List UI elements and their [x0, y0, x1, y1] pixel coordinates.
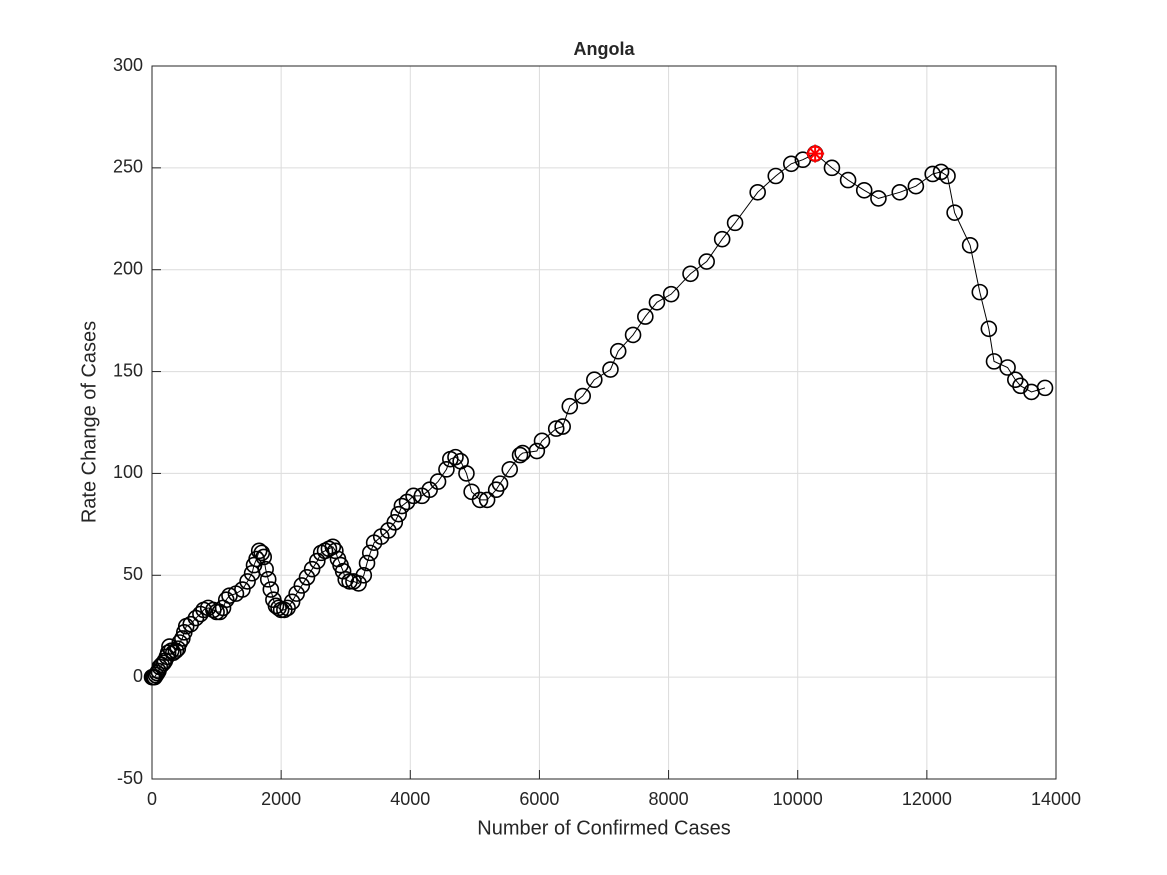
plot-area — [152, 66, 1056, 779]
data-point — [939, 167, 956, 185]
data-point — [554, 418, 571, 435]
data-point — [293, 577, 311, 594]
data-point — [624, 326, 642, 344]
data-point — [609, 342, 627, 360]
data-point — [358, 554, 376, 572]
data-point — [405, 487, 422, 505]
data-point — [438, 461, 455, 478]
data-point — [478, 491, 496, 509]
x-tick-label: 0 — [147, 789, 157, 809]
data-point — [471, 491, 489, 509]
data-point — [255, 548, 273, 566]
y-tick-label: 200 — [113, 258, 143, 278]
data-point — [511, 446, 529, 464]
data-point — [429, 473, 447, 490]
x-axis-label: Number of Confirmed Cases — [477, 817, 730, 839]
data-point — [574, 387, 591, 405]
data-point — [782, 155, 800, 173]
data-point — [946, 204, 963, 221]
data-point — [259, 571, 277, 588]
data-point — [447, 448, 464, 466]
data-point — [257, 560, 274, 578]
x-tick-label: 6000 — [519, 789, 559, 809]
data-point — [262, 581, 280, 598]
x-tick-label: 2000 — [261, 789, 301, 809]
data-point — [749, 184, 766, 201]
data-point — [1036, 379, 1054, 397]
data-point — [390, 505, 407, 523]
data-point — [501, 461, 519, 478]
y-axis-label: Rate Change of Cases — [78, 321, 100, 523]
data-point — [303, 560, 321, 578]
data-point — [171, 634, 189, 651]
data-point — [1007, 371, 1024, 389]
data-point — [217, 591, 235, 609]
data-point — [316, 542, 334, 560]
data-point — [985, 353, 1003, 370]
data-point — [159, 644, 177, 661]
data-point — [999, 359, 1016, 376]
data-point — [341, 573, 358, 590]
data-point — [298, 569, 316, 586]
data-point — [713, 230, 731, 248]
y-tick-label: -50 — [117, 768, 143, 788]
data-point — [205, 601, 222, 619]
x-tick-label: 8000 — [649, 789, 689, 809]
data-point — [361, 544, 379, 562]
data-point — [907, 177, 925, 195]
x-tick-label: 12000 — [902, 789, 952, 809]
data-point — [320, 540, 338, 558]
chart-title: Angola — [574, 39, 636, 59]
y-tick-label: 100 — [113, 462, 143, 482]
data-point — [648, 294, 666, 311]
data-point — [386, 514, 404, 531]
data-point — [398, 493, 416, 511]
data-point — [662, 285, 680, 303]
data-point — [891, 184, 909, 201]
data-point — [491, 475, 509, 492]
data-point — [561, 397, 579, 415]
data-point — [350, 575, 367, 592]
data-point — [602, 361, 619, 378]
data-point — [327, 542, 344, 560]
data-point — [393, 497, 411, 515]
data-point — [283, 593, 301, 611]
data-point — [355, 566, 373, 584]
data-point — [823, 159, 841, 177]
data-point — [855, 181, 873, 199]
data-point — [961, 236, 979, 254]
data-point — [682, 265, 699, 283]
y-tick-label: 0 — [133, 666, 143, 686]
data-point — [147, 666, 165, 684]
y-tick-label: 250 — [113, 157, 143, 177]
data-point — [726, 214, 744, 232]
data-point — [182, 615, 200, 633]
data-point — [971, 283, 989, 301]
y-tick-label: 300 — [113, 55, 143, 75]
axes-box — [151, 65, 1057, 780]
y-tick-label: 50 — [123, 564, 143, 584]
data-point — [586, 371, 603, 389]
data-point — [698, 253, 715, 270]
highlight-star — [808, 147, 822, 160]
x-tick-label: 14000 — [1031, 789, 1081, 809]
data-point — [980, 320, 998, 338]
data-point — [547, 420, 565, 437]
data-point — [267, 597, 285, 615]
data-point — [458, 465, 475, 482]
data-point — [288, 585, 305, 602]
data-point — [870, 190, 887, 207]
data-point — [234, 581, 251, 598]
data-point — [637, 308, 654, 325]
data-point — [248, 550, 265, 568]
data-point — [533, 432, 551, 450]
data-point — [767, 167, 785, 185]
x-tick-label: 10000 — [773, 789, 823, 809]
data-point — [528, 442, 546, 460]
y-tick-label: 150 — [113, 360, 143, 380]
data-point — [239, 573, 256, 590]
x-tick-label: 4000 — [390, 789, 430, 809]
data-point — [839, 171, 857, 189]
